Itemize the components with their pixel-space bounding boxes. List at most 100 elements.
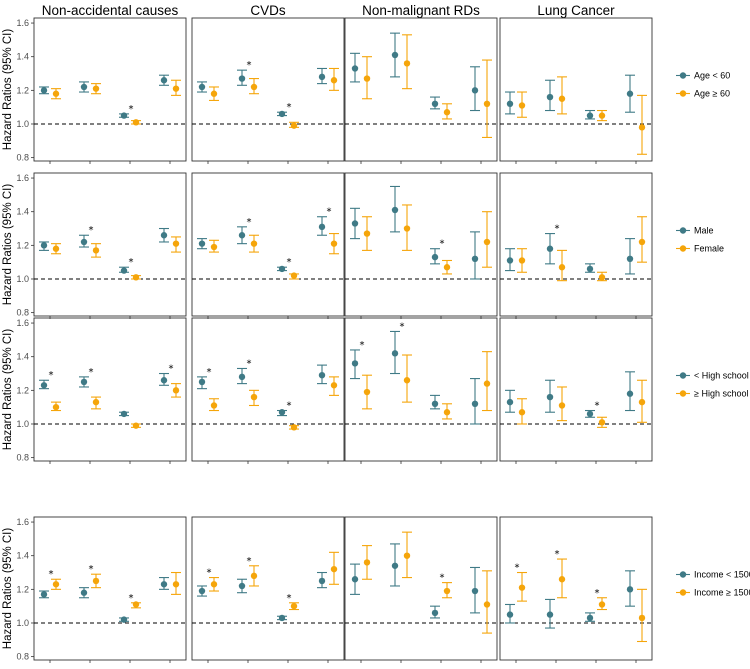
hazard-ratio-point: [518, 257, 526, 264]
hazard-ratio-point: [92, 398, 100, 406]
hazard-ratio-point: [626, 255, 634, 262]
hazard-ratio-point: [483, 380, 491, 387]
hazard-ratio-point: [558, 264, 566, 271]
significance-star: *: [287, 102, 292, 113]
significance-star: *: [327, 207, 332, 218]
y-tick-label: 1.2: [16, 85, 29, 95]
significance-star: *: [207, 367, 212, 378]
significance-star: *: [440, 239, 445, 250]
y-tick-label: 1.2: [16, 385, 29, 395]
panel-border: [499, 17, 653, 162]
hazard-ratio-point: [210, 90, 218, 97]
significance-star: *: [49, 370, 54, 381]
y-tick-label: 0.8: [16, 652, 29, 662]
hazard-ratio-point: [318, 223, 326, 231]
hazard-ratio-point: [318, 577, 326, 585]
significance-star: *: [247, 217, 252, 228]
column-title: Non-accidental causes: [42, 3, 179, 18]
hazard-ratio-point: [471, 87, 479, 94]
hazard-ratio-point: [120, 267, 128, 274]
hazard-ratio-point: [558, 95, 566, 102]
hazard-ratio-point: [483, 238, 491, 246]
significance-star: *: [440, 573, 445, 584]
panel-border: [33, 172, 187, 317]
y-axis-label: Hazard Ratios (95% CI): [2, 528, 14, 650]
panel-border: [499, 516, 653, 661]
hazard-ratio-point: [626, 90, 634, 97]
legend-label: Income ≥ 1500: [694, 588, 750, 598]
hazard-ratio-point: [363, 75, 371, 82]
hazard-ratio-point: [431, 609, 439, 617]
hazard-ratio-point: [290, 272, 298, 279]
hazard-ratio-point: [351, 360, 359, 367]
hazard-ratio-point: [160, 377, 168, 384]
hazard-ratio-point: [238, 75, 246, 82]
significance-star: *: [129, 104, 134, 115]
hazard-ratio-point: [160, 232, 168, 239]
hazard-ratio-point: [598, 419, 606, 426]
hazard-ratio-point: [290, 424, 298, 431]
significance-star: *: [129, 257, 134, 268]
legend-key-point: [679, 90, 687, 97]
y-axis-label: Hazard Ratios (95% CI): [2, 184, 14, 306]
y-tick-label: 1.0: [16, 618, 29, 628]
hazard-ratio-point: [40, 591, 48, 598]
hazard-ratio-point: [598, 601, 606, 608]
panel-border: [344, 17, 498, 162]
column-title: CVDs: [250, 3, 286, 18]
legend-key-point: [679, 372, 687, 379]
hazard-ratio-point: [330, 565, 338, 573]
legend-label: ≥ High school: [694, 389, 748, 399]
panel-border: [33, 317, 187, 462]
hazard-ratio-point: [483, 601, 491, 608]
hazard-ratio-point: [80, 378, 88, 386]
hazard-ratio-point: [363, 559, 371, 566]
hazard-ratio-point: [172, 581, 180, 588]
hazard-ratio-point: [351, 220, 359, 227]
hazard-ratio-point: [210, 581, 218, 588]
hazard-ratio-point: [92, 577, 100, 585]
y-tick-label: 1.4: [16, 551, 29, 561]
panel-border: [33, 516, 187, 661]
legend-label: Age < 60: [694, 71, 730, 81]
hazard-ratio-point: [278, 614, 286, 622]
hazard-ratio-point: [391, 206, 399, 214]
hazard-ratio-point: [198, 587, 206, 595]
hazard-ratio-point: [290, 122, 298, 129]
hazard-ratio-point: [210, 402, 218, 409]
y-tick-label: 0.8: [16, 308, 29, 318]
hazard-ratio-point: [250, 393, 258, 401]
hazard-ratio-point: [172, 387, 180, 394]
hazard-ratio-point: [290, 602, 298, 610]
hazard-ratio-point: [52, 90, 60, 97]
hazard-ratio-point: [598, 112, 606, 119]
hazard-ratio-point: [638, 238, 646, 246]
significance-star: *: [400, 321, 405, 332]
significance-star: *: [247, 358, 252, 369]
hazard-ratio-point: [638, 614, 646, 622]
hazard-ratio-point: [40, 382, 48, 389]
significance-star: *: [207, 568, 212, 579]
hazard-ratio-point: [518, 102, 526, 109]
significance-star: *: [287, 257, 292, 268]
hazard-ratio-point: [443, 409, 451, 416]
hazard-ratio-point: [238, 232, 246, 239]
hazard-ratio-point: [278, 265, 286, 273]
significance-star: *: [287, 401, 292, 412]
hazard-ratio-point: [506, 100, 514, 108]
hazard-ratio-point: [318, 372, 326, 379]
legend-label: Male: [694, 226, 714, 236]
hazard-ratio-point: [351, 65, 359, 72]
hazard-ratio-point: [443, 587, 451, 595]
significance-star: *: [247, 556, 252, 567]
legend-label: Female: [694, 244, 724, 254]
hazard-ratio-point: [132, 422, 140, 429]
hazard-ratio-point: [471, 255, 479, 262]
significance-star: *: [287, 593, 292, 604]
panel-border: [344, 516, 498, 661]
y-axis-label: Hazard Ratios (95% CI): [2, 329, 14, 451]
hazard-ratio-point: [403, 225, 411, 232]
hazard-ratio-point: [210, 243, 218, 251]
hazard-ratio-point: [586, 410, 594, 418]
hazard-ratio-point: [198, 83, 206, 91]
